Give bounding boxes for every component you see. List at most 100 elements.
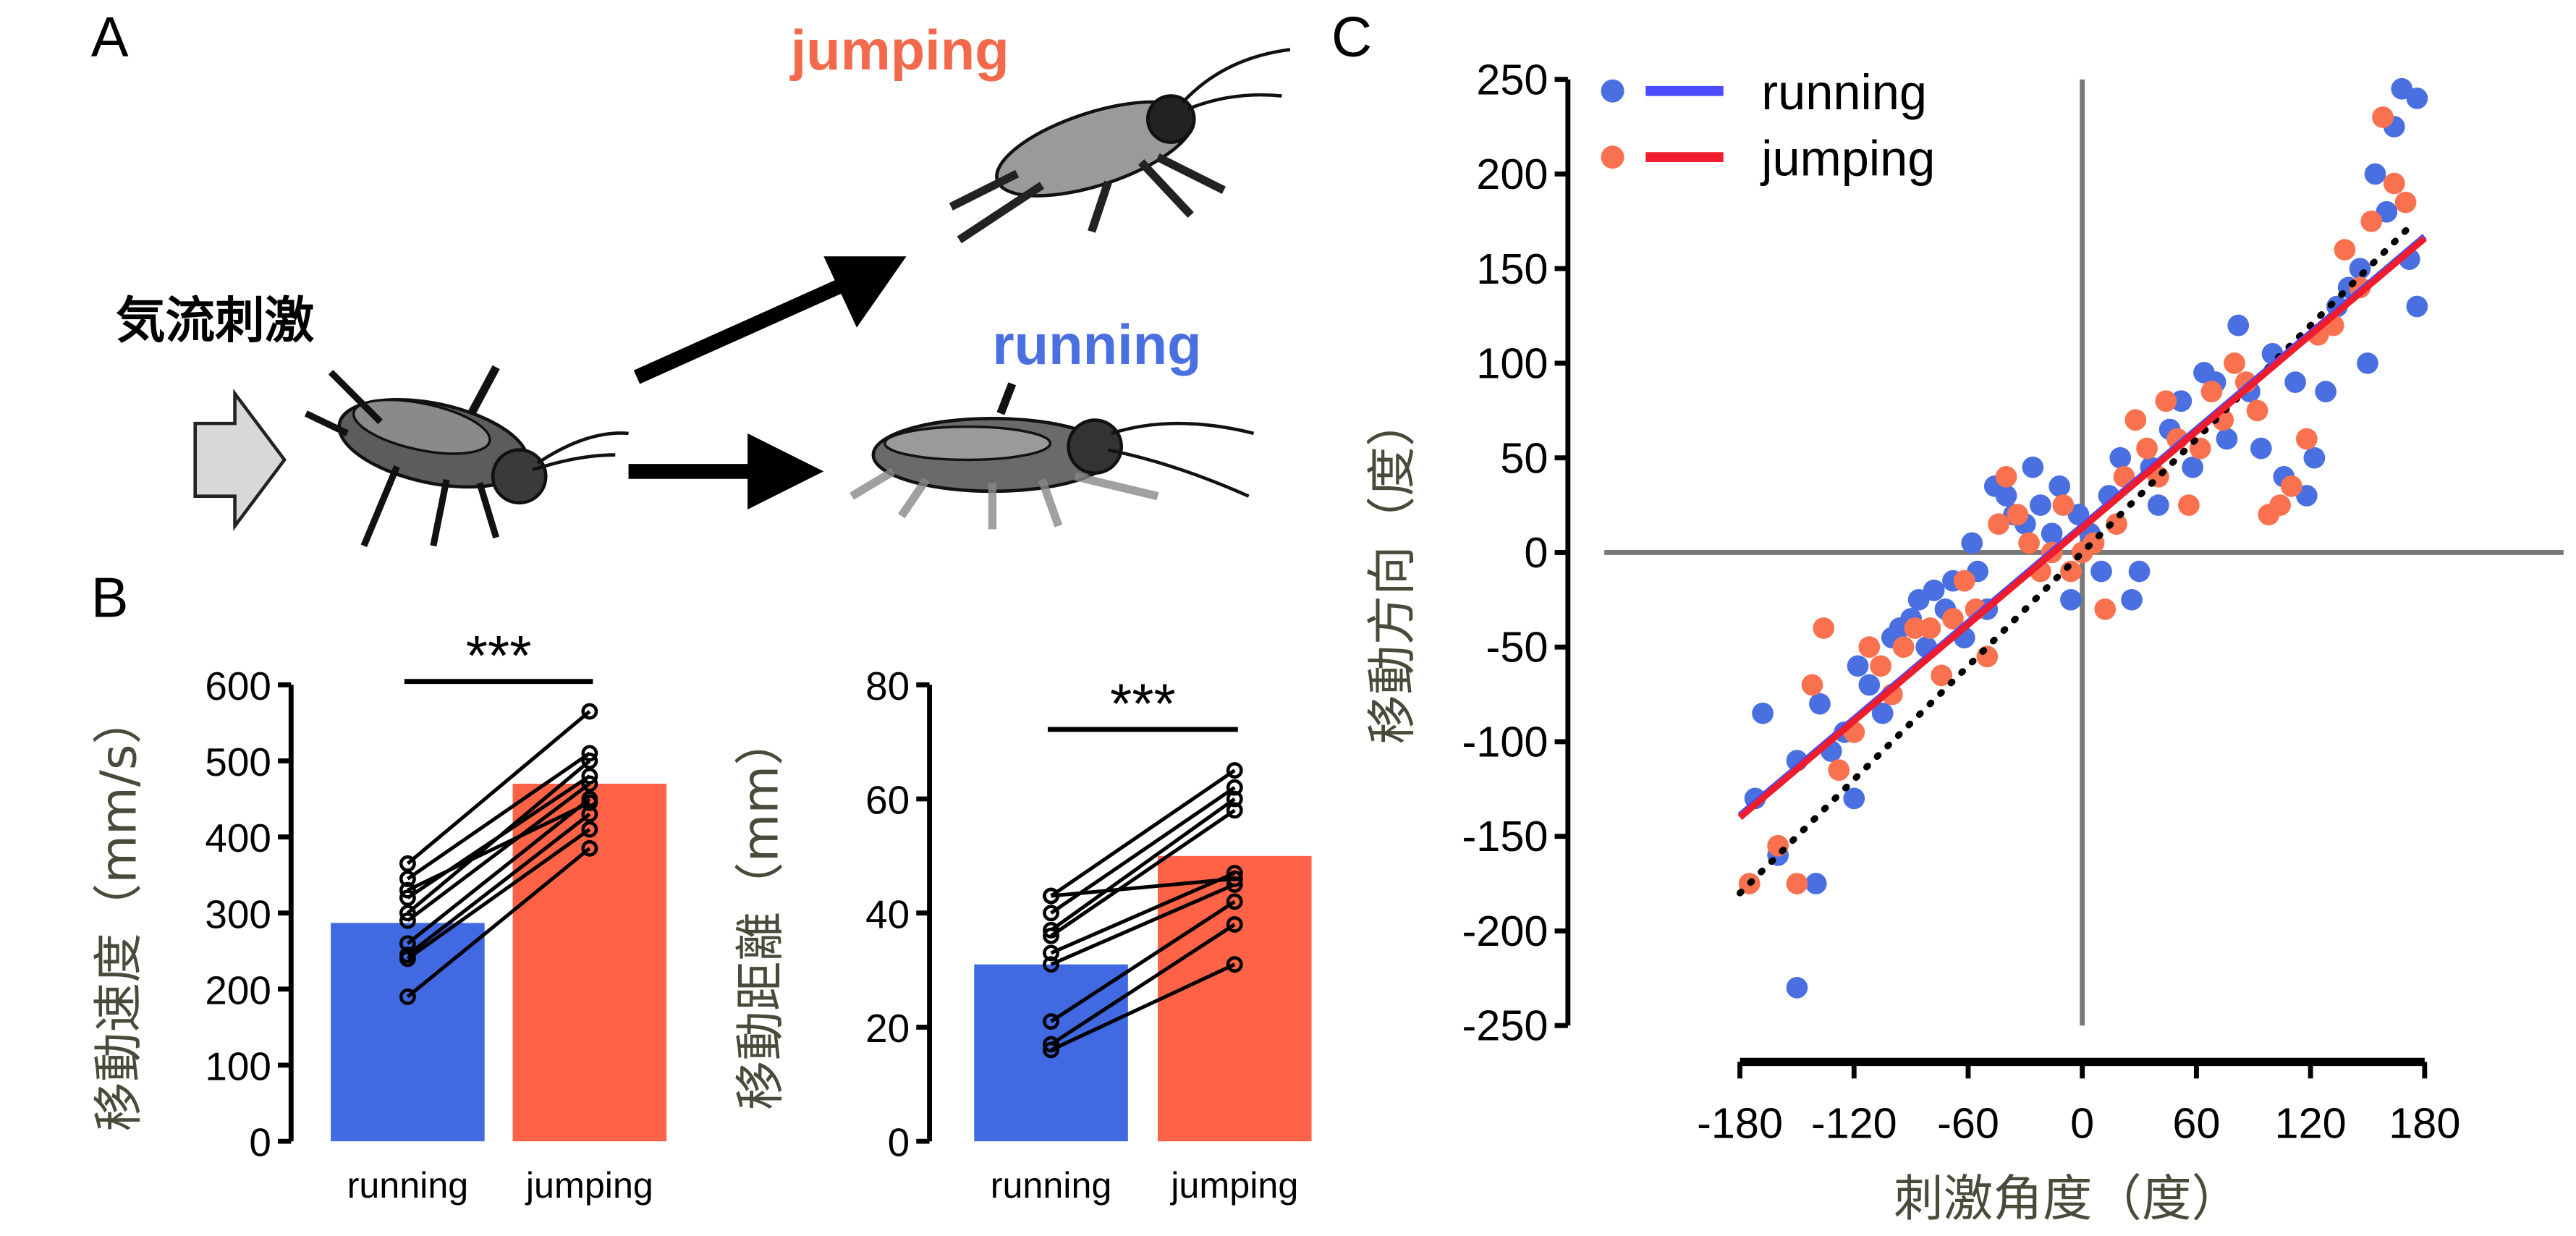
point-running bbox=[2041, 522, 2063, 545]
point-running bbox=[2303, 446, 2326, 469]
panel-a-letter: A bbox=[91, 7, 129, 69]
point-running bbox=[2090, 560, 2112, 583]
point-jumping bbox=[2060, 560, 2082, 583]
legend-label: running bbox=[1761, 64, 1927, 120]
point-running bbox=[2349, 258, 2371, 280]
pair-point bbox=[581, 768, 598, 784]
point-jumping bbox=[2124, 409, 2147, 431]
pair-line bbox=[406, 813, 591, 957]
point-running bbox=[2121, 588, 2143, 611]
pair-point bbox=[1043, 944, 1059, 962]
category-label: jumping bbox=[1169, 1164, 1298, 1206]
significance-label: *** bbox=[1110, 673, 1176, 735]
point-running bbox=[2048, 475, 2071, 497]
distance-bar-chart: 0 20 40 60 80 running jumping *** 移動距離（mm） bbox=[732, 664, 1312, 1206]
point-running bbox=[2147, 494, 2169, 516]
y-tick-label: 400 bbox=[205, 816, 271, 860]
speed-bar-chart: 0 100 200 300 400 500 600 running jumping *** 移動速度… bbox=[90, 625, 667, 1206]
point-jumping bbox=[1995, 465, 2017, 488]
y-tick-label: 150 bbox=[1476, 245, 1548, 293]
point-jumping bbox=[1858, 636, 1881, 659]
y-tick-label: -250 bbox=[1462, 1002, 1548, 1050]
point-jumping bbox=[1801, 674, 1823, 696]
airflow-arrow-icon bbox=[193, 389, 287, 531]
y-tick-label: 600 bbox=[205, 664, 271, 708]
point-running bbox=[2128, 560, 2151, 583]
x-tick-label: 60 bbox=[2172, 1099, 2220, 1148]
point-jumping bbox=[2018, 532, 2040, 554]
pair-line bbox=[406, 797, 591, 945]
point-running bbox=[1995, 485, 2017, 507]
point-jumping bbox=[1919, 617, 1941, 639]
pair-point bbox=[1043, 905, 1059, 922]
legend-marker bbox=[1601, 79, 1624, 103]
pair-line bbox=[1050, 882, 1236, 966]
point-running bbox=[1786, 976, 1808, 999]
bar-running bbox=[974, 964, 1128, 1142]
pair-point bbox=[399, 912, 416, 929]
y-tick-label: 20 bbox=[865, 1006, 910, 1051]
point-running bbox=[1961, 532, 1983, 554]
point-jumping bbox=[1931, 664, 1953, 687]
pair-point bbox=[1226, 762, 1243, 779]
pair-point bbox=[581, 821, 598, 838]
bar-jumping bbox=[1157, 855, 1312, 1142]
y-tick-label: 200 bbox=[205, 968, 271, 1012]
pair-point bbox=[399, 870, 416, 887]
point-running bbox=[1847, 655, 1869, 677]
pair-line bbox=[406, 847, 591, 999]
pair-point bbox=[399, 947, 416, 963]
y-tick-label: 500 bbox=[205, 740, 271, 784]
y-tick-label: -150 bbox=[1462, 812, 1548, 860]
x-tick-label: 120 bbox=[2275, 1099, 2347, 1148]
y-tick-label: 0 bbox=[1524, 528, 1548, 577]
pair-line bbox=[1050, 808, 1236, 938]
category-label: jumping bbox=[525, 1164, 653, 1206]
pair-point bbox=[1226, 779, 1243, 796]
point-running bbox=[2109, 446, 2132, 469]
point-jumping bbox=[2334, 239, 2356, 261]
y-tick-label: 100 bbox=[1476, 339, 1548, 388]
y-tick-label: -100 bbox=[1462, 717, 1548, 766]
pair-point bbox=[399, 889, 416, 907]
y-tick-label: 200 bbox=[1476, 150, 1548, 198]
pair-line bbox=[1050, 900, 1236, 1023]
point-jumping bbox=[2007, 504, 2029, 525]
point-running bbox=[2182, 456, 2204, 478]
point-jumping bbox=[2178, 494, 2200, 516]
pair-point bbox=[399, 905, 416, 922]
y-tick-label: -50 bbox=[1486, 623, 1548, 672]
direction-scatter-chart: 250 200 150 100 50 0 -50 -100 -150 -200 -250 -180 -1… bbox=[1363, 55, 2564, 1228]
point-running bbox=[2250, 437, 2272, 460]
point-running bbox=[2022, 456, 2044, 478]
point-jumping bbox=[2052, 494, 2075, 516]
point-jumping bbox=[2106, 513, 2127, 536]
pair-point bbox=[1226, 790, 1243, 808]
y-axis-label: 移動距離（mm） bbox=[732, 716, 789, 1110]
category-label: running bbox=[991, 1164, 1112, 1206]
x-axis-label: 刺激角度（度） bbox=[1894, 1170, 2241, 1228]
point-jumping bbox=[2136, 437, 2158, 460]
point-jumping bbox=[1953, 570, 1975, 592]
x-tick-label: -120 bbox=[1811, 1099, 1897, 1148]
point-running bbox=[2364, 163, 2386, 185]
point-running bbox=[2284, 371, 2306, 393]
point-jumping bbox=[2269, 494, 2291, 516]
point-running bbox=[2406, 295, 2428, 318]
point-jumping bbox=[1988, 513, 2009, 536]
point-running bbox=[2170, 390, 2192, 412]
y-tick-label: 50 bbox=[1500, 433, 1548, 482]
point-jumping bbox=[1870, 655, 1891, 677]
y-tick-label: 80 bbox=[865, 664, 910, 708]
pair-point bbox=[581, 794, 598, 811]
pair-point bbox=[581, 745, 598, 762]
point-running bbox=[2030, 494, 2051, 516]
y-axis-label: 移動方向（度） bbox=[1363, 397, 1421, 745]
cricket-jumping-icon bbox=[949, 48, 1291, 244]
pair-point bbox=[1226, 916, 1243, 933]
point-running bbox=[1858, 674, 1881, 696]
point-running bbox=[1923, 579, 1945, 601]
pair-line bbox=[1050, 962, 1236, 1052]
legend-label: jumping bbox=[1760, 130, 1935, 186]
pair-line bbox=[1050, 797, 1236, 932]
